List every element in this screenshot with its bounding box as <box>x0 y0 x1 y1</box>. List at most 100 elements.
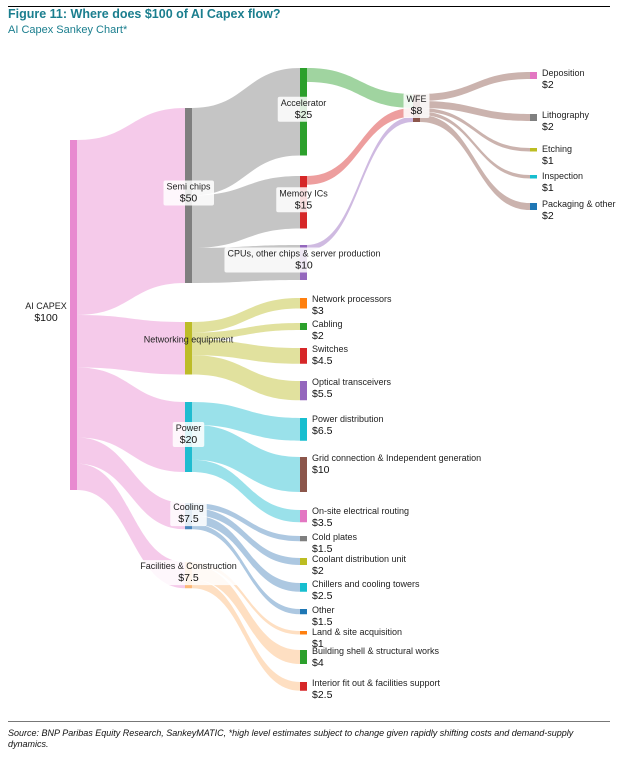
link-capex-to-cool <box>77 437 185 530</box>
link-fac-to-land <box>192 562 300 635</box>
source-note: Source: BNP Paribas Equity Research, San… <box>8 728 574 749</box>
label-grid-value: $10 <box>312 464 330 476</box>
label-cab-name: Cabling <box>312 319 343 329</box>
link-net-to-opt <box>192 355 300 401</box>
label-np-value: $3 <box>312 305 324 317</box>
figure-title: Figure 11: Where does $100 of AI Capex f… <box>8 7 281 21</box>
link-wfe-to-etch <box>420 108 530 152</box>
label-acc-value: $25 <box>295 109 313 121</box>
label-mem-name: Memory ICs <box>279 188 328 198</box>
label-chill-name: Chillers and cooling towers <box>312 579 420 589</box>
label-wfe-box <box>403 93 430 118</box>
label-sw-value: $4.5 <box>312 355 333 367</box>
link-net-to-np <box>192 298 300 333</box>
label-mem-value: $15 <box>295 199 313 211</box>
label-fac-value: $7.5 <box>178 572 199 584</box>
label-fit-value: $2.5 <box>312 689 333 701</box>
label-dep-value: $2 <box>542 79 554 91</box>
label-pd-value: $6.5 <box>312 425 333 437</box>
link-power-to-onsite <box>192 459 300 523</box>
label-fac-box <box>137 560 240 586</box>
node-pack <box>530 203 537 210</box>
label-dep-name: Deposition <box>542 68 585 78</box>
label-etch-value: $1 <box>542 155 554 167</box>
link-wfe-to-dep <box>420 72 530 101</box>
link-cool-to-cdu <box>192 508 300 565</box>
top-rule <box>8 6 610 7</box>
label-etch-name: Etching <box>542 144 572 154</box>
label-semi-box <box>163 180 215 206</box>
label-fit-name: Interior fit out & facilities support <box>312 678 441 688</box>
label-shell-value: $4 <box>312 657 324 669</box>
node-dep <box>530 72 537 79</box>
link-cool-to-cold <box>192 503 300 542</box>
label-opt-name: Optical transceivers <box>312 377 392 387</box>
bottom-rule <box>8 721 610 722</box>
label-pack-value: $2 <box>542 210 554 222</box>
label-capex-value: $100 <box>34 312 58 324</box>
node-etch <box>530 148 537 152</box>
node-onsite <box>300 510 307 523</box>
label-pd-name: Power distribution <box>312 414 384 424</box>
node-grid <box>300 457 307 492</box>
link-cpu-to-wfe <box>307 116 413 251</box>
node-fit <box>300 682 307 691</box>
label-cpu-box <box>224 247 384 273</box>
figure-subtitle: AI Capex Sankey Chart* <box>8 24 128 36</box>
link-capex-to-power <box>77 367 185 472</box>
label-land-name: Land & site acquisition <box>312 627 402 637</box>
link-power-to-grid <box>192 424 300 492</box>
label-cool-box <box>170 501 207 527</box>
label-mem-box <box>276 187 332 213</box>
link-wfe-to-insp <box>420 111 530 179</box>
link-fac-to-shell <box>192 565 300 664</box>
label-power-value: $20 <box>180 434 198 446</box>
link-capex-to-fac <box>77 463 185 589</box>
sankey-labels: AI CAPEX$100 Semi chips$50 Networking equi… <box>25 68 615 701</box>
link-semi-to-acc <box>192 68 300 196</box>
label-net-name: Networking equipment <box>144 334 234 344</box>
label-np-name: Network processors <box>312 294 392 304</box>
link-fac-to-fit <box>192 579 300 691</box>
label-capex-name: AI CAPEX <box>25 301 67 311</box>
link-mem-to-wfe <box>307 108 413 185</box>
node-sw <box>300 348 307 364</box>
label-fac-name: Facilities & Construction <box>140 561 237 571</box>
label-onsite-value: $3.5 <box>312 517 333 529</box>
link-power-to-pd <box>192 402 300 441</box>
node-lith <box>530 114 537 121</box>
label-insp-name: Inspection <box>542 171 583 181</box>
label-cpu-name: CPUs, other chips & server production <box>227 249 380 259</box>
node-land <box>300 631 307 635</box>
label-power-box <box>172 422 205 447</box>
label-cpu-value: $10 <box>295 260 313 272</box>
link-semi-to-mem <box>192 176 300 248</box>
label-wfe-name: WFE <box>407 94 427 104</box>
link-capex-to-net <box>77 315 185 375</box>
label-cold-value: $1.5 <box>312 543 333 555</box>
label-acc-name: Accelerator <box>281 98 327 108</box>
label-lith-value: $2 <box>542 121 554 133</box>
label-cold-name: Cold plates <box>312 532 358 542</box>
link-acc-to-wfe <box>307 68 413 108</box>
label-power-name: Power <box>176 423 202 433</box>
label-cab-value: $2 <box>312 330 324 342</box>
label-opt-value: $5.5 <box>312 388 333 400</box>
link-cool-to-chill <box>192 515 300 592</box>
node-net <box>185 322 192 375</box>
node-shell <box>300 650 307 664</box>
link-net-to-cab <box>192 323 300 340</box>
label-other-name: Other <box>312 605 335 615</box>
label-wfe-value: $8 <box>411 105 423 117</box>
label-land-value: $1 <box>312 638 324 650</box>
label-cool-name: Cooling <box>173 502 204 512</box>
node-chill <box>300 583 307 592</box>
node-pd <box>300 418 307 441</box>
label-cdu-value: $2 <box>312 565 324 577</box>
label-cool-value: $7.5 <box>178 513 199 525</box>
link-capex-to-semi <box>77 108 185 315</box>
label-insp-value: $1 <box>542 182 554 194</box>
node-opt <box>300 381 307 401</box>
node-cab <box>300 323 307 330</box>
